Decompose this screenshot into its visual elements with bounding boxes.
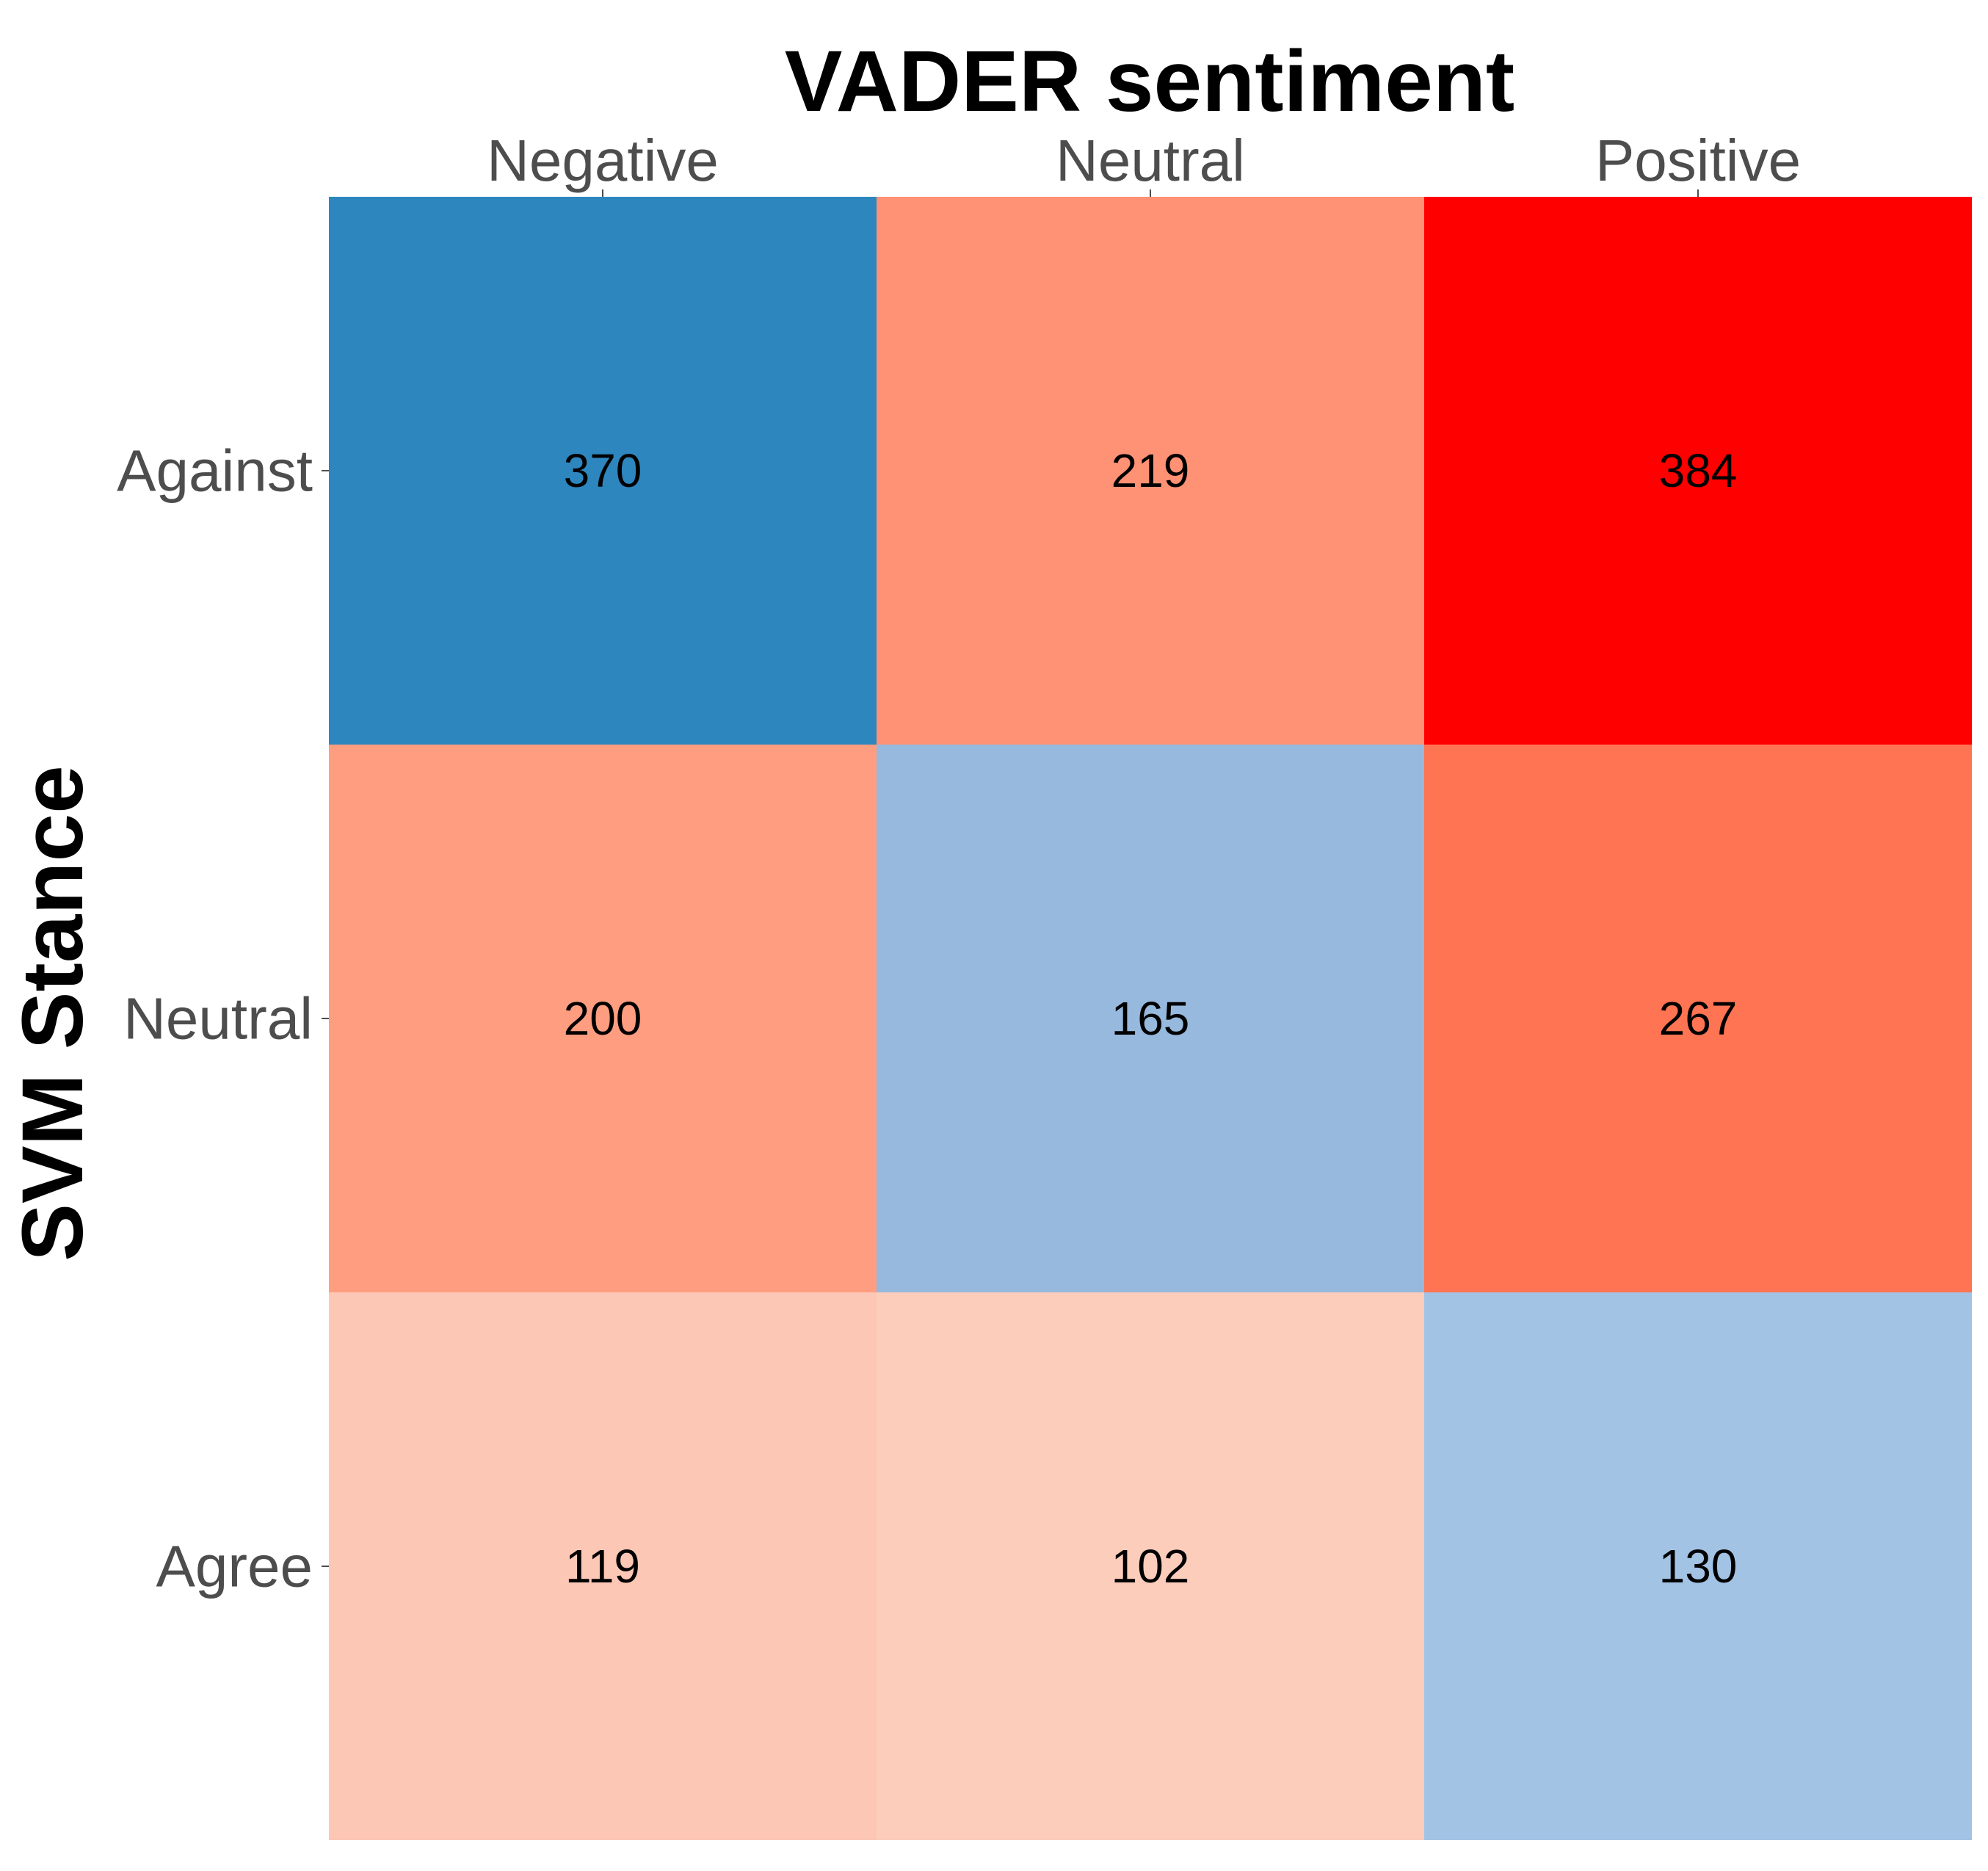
x-tick-label: Neutral — [1056, 128, 1245, 193]
cell-value-label: 130 — [1659, 1540, 1738, 1593]
cell-value-label: 102 — [1111, 1540, 1190, 1593]
cell-value-label: 267 — [1659, 992, 1738, 1045]
x-tick-label: Negative — [487, 128, 719, 193]
cell-value-label: 200 — [564, 992, 642, 1045]
heatmap-cell-0-0 — [329, 197, 877, 745]
chart-title: VADER sentiment — [784, 33, 1515, 130]
heatmap-cell-1-0 — [329, 745, 877, 1292]
heatmap-cell-2-0 — [329, 1292, 877, 1840]
heatmap-cell-2-1 — [877, 1292, 1424, 1840]
x-tick-label: Positive — [1595, 128, 1801, 193]
heatmap-cell-1-1 — [877, 745, 1424, 1292]
heatmap-cell-2-2 — [1424, 1292, 1972, 1840]
cell-value-label: 219 — [1111, 444, 1190, 497]
y-tick-label: Agree — [156, 1534, 313, 1599]
cell-value-label: 370 — [564, 444, 642, 497]
heatmap-cell-0-1 — [877, 197, 1424, 745]
heatmap-cell-1-2 — [1424, 745, 1972, 1292]
heatmap-cell-0-2 — [1424, 197, 1972, 745]
y-tick-label: Neutral — [123, 986, 313, 1052]
cell-value-label: 384 — [1659, 444, 1738, 497]
y-tick-label: Against — [117, 438, 313, 504]
cell-value-label: 165 — [1111, 992, 1190, 1045]
cell-value-label: 119 — [565, 1540, 640, 1593]
